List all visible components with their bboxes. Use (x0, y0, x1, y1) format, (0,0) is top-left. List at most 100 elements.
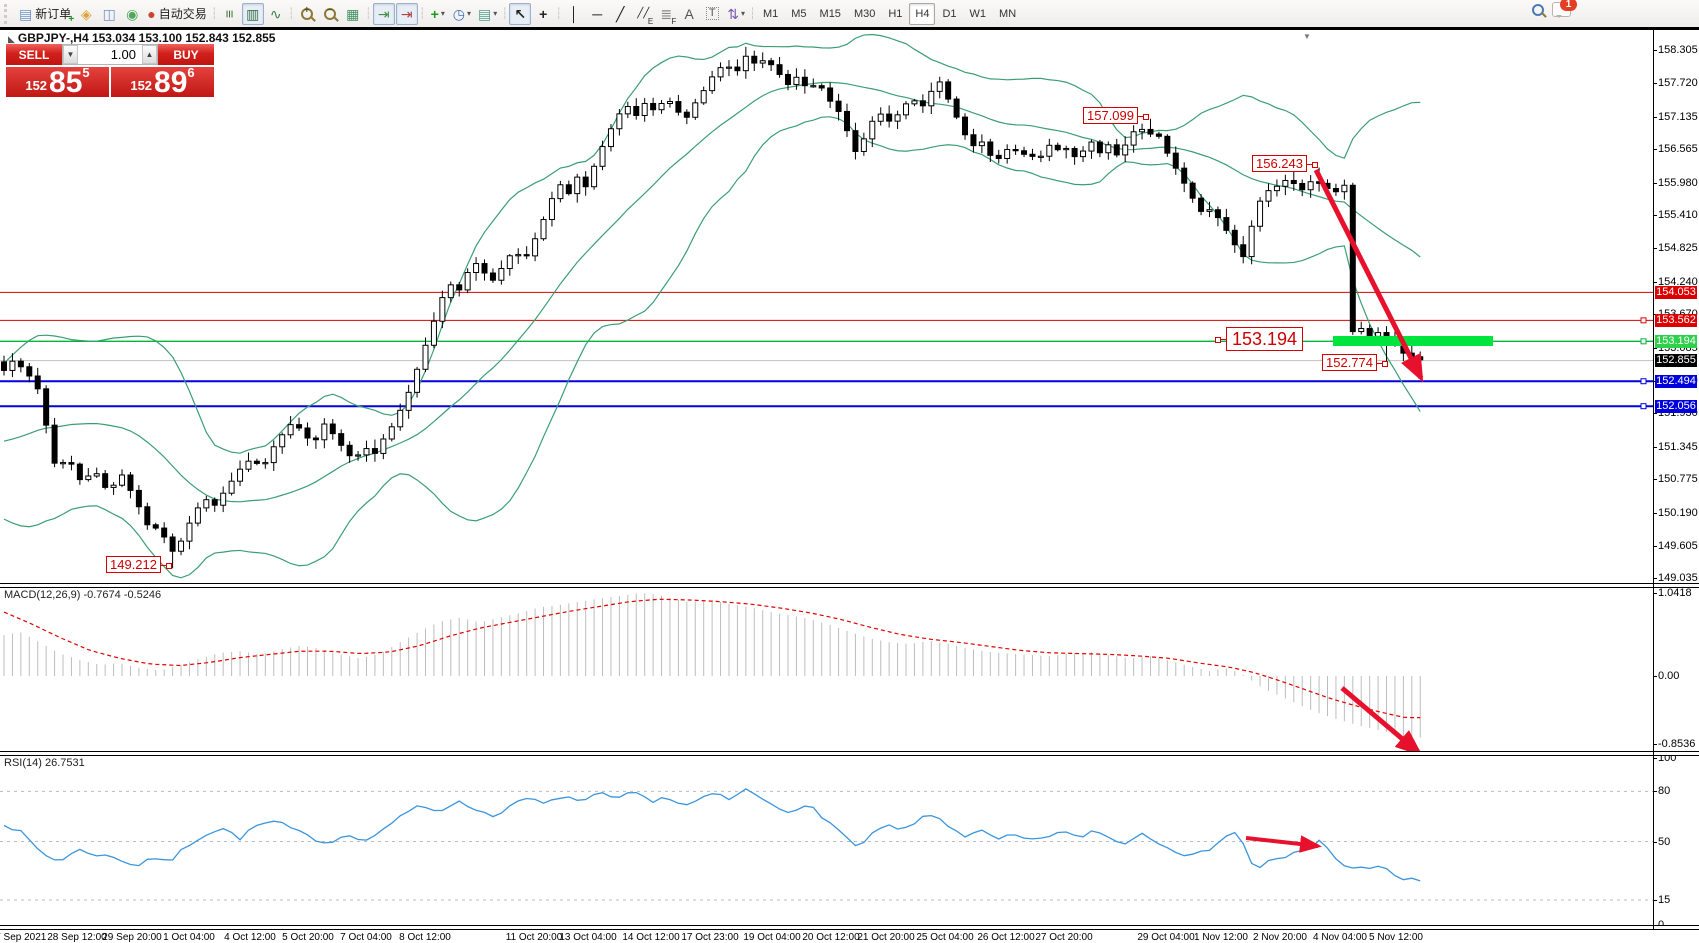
chart-icon: ◣ (8, 34, 15, 44)
timeframe-d1-button[interactable]: D1 (942, 7, 957, 20)
price-axis-tickmark (1653, 578, 1657, 580)
text-label-icon: T (705, 7, 719, 20)
signals-icon: ◉ (126, 5, 139, 22)
rsi-axis-tickmark (1653, 899, 1657, 901)
timeframe-m15-button[interactable]: M15 (819, 7, 841, 20)
price-axis-tickmark (1653, 281, 1657, 283)
bar-chart-icon: ≡ (221, 9, 238, 18)
fibonacci-button[interactable]: ≣ F (660, 5, 677, 26)
signals-button[interactable]: ◉ (121, 3, 143, 25)
buy-price[interactable]: 152 89 6 (111, 66, 214, 98)
eraser-button[interactable]: ◈ (75, 3, 97, 25)
time-axis-label[interactable]: 29 Oct 04:00 (1137, 932, 1195, 943)
trendline-button[interactable]: ╱ (609, 3, 631, 25)
time-axis-label[interactable]: 11 Oct 20:00 (505, 932, 563, 943)
timeframe-h4-button[interactable]: H4 (909, 2, 936, 25)
panel-separator-rsi[interactable] (0, 751, 1699, 756)
volume-value[interactable]: 1.00 (110, 47, 136, 62)
arrows-button[interactable]: ⇅ ▾ (724, 3, 748, 25)
time-axis-label[interactable]: 1 Oct 04:00 (163, 932, 215, 943)
chart-shift-button[interactable]: ⇥ (395, 2, 418, 25)
sell-button[interactable]: SELL (6, 44, 62, 65)
search-icon[interactable] (1532, 3, 1544, 16)
price-axis-tickmark (1653, 215, 1657, 216)
time-axis-label[interactable]: 29 Sep 20:00 (102, 932, 162, 943)
price-axis-line[interactable] (1653, 30, 1654, 929)
panel-separator-macd[interactable] (0, 583, 1699, 588)
cursor-button[interactable]: ↖ (509, 2, 532, 25)
indicators-button[interactable]: + ▾ (427, 3, 449, 25)
time-axis-label[interactable]: 14 Oct 12:00 (622, 932, 680, 943)
equidistant-channel-button[interactable]: ╱╱ E (637, 7, 654, 26)
candlestick-chart-button[interactable]: ▥ (241, 2, 264, 25)
templates-icon: ▤ (477, 5, 492, 22)
time-axis-label[interactable]: 7 Oct 04:00 (340, 932, 392, 943)
time-axis-label[interactable]: 25 Oct 04:00 (916, 932, 974, 943)
toolbar-separator: ┆ (418, 8, 426, 20)
buy-button[interactable]: BUY (158, 44, 214, 65)
price-label-156.243[interactable]: 156.243 (1252, 155, 1318, 172)
bar-chart-button[interactable]: ≡ (219, 3, 241, 25)
rsi-axis-tickmark (1653, 841, 1657, 843)
highlight-bar[interactable] (1333, 336, 1493, 346)
periods-button[interactable]: ◷ ▾ (450, 3, 474, 25)
chevron-down-icon: ▾ (740, 8, 745, 18)
templates-button[interactable]: ▤ ▾ (475, 3, 500, 25)
timeframe-m30-button[interactable]: M30 (853, 7, 876, 20)
vertical-line-button[interactable]: │ (563, 3, 585, 25)
time-axis-label[interactable]: 2 Nov 20:00 (1253, 932, 1307, 943)
time-axis-label[interactable]: 1 Nov 12:00 (1194, 932, 1248, 943)
price-label-157.099[interactable]: 157.099 (1083, 107, 1149, 124)
time-axis-label[interactable]: 19 Oct 04:00 (743, 932, 801, 943)
volume-stepper[interactable]: ▼ 1.00 ▲ (62, 44, 158, 65)
price-axis-tickmark (1653, 347, 1657, 349)
auto-trading-button[interactable]: ● 自动交易 (144, 3, 209, 25)
timeframe-mn-button[interactable]: MN (999, 7, 1017, 20)
time-axis-label[interactable]: 5 Nov 12:00 (1369, 932, 1423, 943)
time-axis-label[interactable]: 27 Sep 2021 (0, 932, 47, 943)
time-axis-label[interactable]: 13 Oct 04:00 (559, 932, 617, 943)
notifications-icon[interactable]: 1 (1552, 0, 1577, 18)
timeframe-m5-button[interactable]: M5 (791, 7, 807, 20)
price-axis-tick: 154.825 (1658, 242, 1698, 255)
timeframe-w1-button[interactable]: W1 (969, 7, 987, 20)
time-axis-label[interactable]: 27 Oct 20:00 (1035, 932, 1093, 943)
new-order-button[interactable]: ▤ + 新订单 (19, 5, 75, 25)
price-axis-tickmark (1653, 248, 1657, 250)
rsi-axis-tickmark (1653, 758, 1657, 759)
volume-decrease-button[interactable]: ▼ (63, 45, 78, 64)
price-label-149.212[interactable]: 149.212 (106, 556, 172, 573)
macd-label: MACD(12,26,9) -0.7674 -0.5246 (4, 589, 162, 601)
crosshair-button[interactable]: + (532, 3, 554, 25)
time-axis-label[interactable]: 4 Oct 12:00 (224, 932, 276, 943)
time-axis-label[interactable]: 4 Nov 04:00 (1313, 932, 1367, 943)
zoom-out-button[interactable]: − (319, 3, 341, 25)
time-axis-label[interactable]: 5 Oct 20:00 (282, 932, 334, 943)
timeframe-m1-button[interactable]: M1 (762, 7, 779, 20)
sell-price[interactable]: 152 85 5 (6, 66, 109, 98)
tile-windows-button[interactable]: ▦ (342, 3, 364, 25)
volume-increase-button[interactable]: ▲ (142, 45, 157, 64)
time-axis-label[interactable]: 8 Oct 12:00 (399, 932, 451, 943)
trend-arrow-rsi[interactable] (1245, 835, 1322, 853)
zoom-in-button[interactable]: + (296, 3, 318, 25)
price-label-153.194[interactable]: 153.194 (1215, 327, 1304, 351)
trend-arrow-macd[interactable] (1340, 686, 1423, 757)
line-chart-button[interactable]: ∿ (265, 3, 287, 25)
text-button[interactable]: A (678, 3, 700, 25)
trend-arrows[interactable] (1245, 168, 1424, 853)
trend-arrow-main[interactable] (1313, 168, 1424, 383)
timeframe-h1-button[interactable]: H1 (888, 7, 903, 20)
time-axis-label[interactable]: 17 Oct 23:00 (681, 932, 739, 943)
horizontal-line-button[interactable]: ─ (586, 3, 608, 25)
price-label-152.774[interactable]: 152.774 (1322, 354, 1388, 371)
time-axis-label[interactable]: 26 Oct 12:00 (977, 932, 1035, 943)
time-axis-label[interactable]: 28 Sep 12:00 (47, 932, 107, 943)
chart-window-button[interactable]: ◫ (98, 3, 120, 25)
time-axis-label[interactable]: 21 Oct 20:00 (857, 932, 915, 943)
text-label-button[interactable]: T (701, 3, 723, 25)
panel-separator-bottom[interactable] (0, 925, 1699, 930)
auto-scroll-button[interactable]: ⇥ (372, 2, 395, 25)
price-axis-tickmark (1653, 182, 1657, 184)
time-axis-label[interactable]: 20 Oct 12:00 (802, 932, 860, 943)
